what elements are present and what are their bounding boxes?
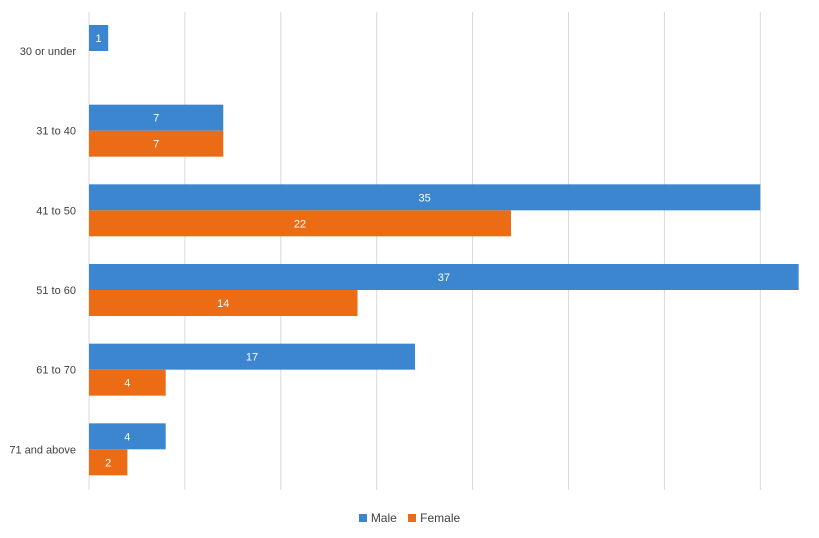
data-label-male: 1 bbox=[96, 33, 102, 45]
data-label-male: 7 bbox=[153, 113, 159, 125]
bar-female bbox=[89, 449, 128, 476]
category-label: 51 to 60 bbox=[36, 285, 76, 297]
legend-item-male: Male bbox=[358, 511, 397, 525]
bar-male bbox=[89, 184, 761, 211]
category-label: 61 to 70 bbox=[36, 365, 76, 377]
bar-female bbox=[89, 369, 166, 396]
bar-male bbox=[89, 25, 109, 51]
data-label-female: 22 bbox=[294, 218, 306, 230]
category-label: 30 or under bbox=[20, 46, 77, 58]
category-label: 41 to 50 bbox=[36, 205, 76, 217]
data-label-male: 17 bbox=[246, 352, 258, 364]
legend-label-female: Female bbox=[420, 511, 461, 525]
category-labels: 30 or under 31 to 40 41 to 50 51 to 60 61 to… bbox=[9, 46, 76, 456]
data-label-male: 37 bbox=[438, 272, 450, 284]
gridlines bbox=[88, 12, 761, 490]
category-label: 71 and above bbox=[9, 444, 76, 456]
legend-swatch-male bbox=[358, 514, 367, 522]
data-label-female: 4 bbox=[124, 378, 130, 390]
data-label-female: 14 bbox=[217, 298, 229, 310]
bar-male bbox=[89, 104, 224, 131]
data-label-female: 2 bbox=[105, 457, 111, 469]
legend-label-male: Male bbox=[370, 511, 397, 525]
bars bbox=[89, 25, 799, 476]
bar-female bbox=[89, 130, 224, 157]
data-label-male: 35 bbox=[419, 192, 431, 204]
legend-item-female: Female bbox=[408, 511, 460, 525]
data-label-female: 7 bbox=[153, 139, 159, 151]
bar-male bbox=[89, 423, 166, 450]
bar-female bbox=[89, 290, 358, 316]
data-label-male: 4 bbox=[124, 431, 130, 443]
category-label: 31 to 40 bbox=[36, 126, 76, 138]
legend: Male Female bbox=[0, 511, 819, 525]
legend-swatch-female bbox=[408, 514, 417, 522]
bar-male bbox=[89, 264, 799, 290]
bar-male bbox=[89, 343, 416, 370]
bar-female bbox=[89, 210, 511, 237]
